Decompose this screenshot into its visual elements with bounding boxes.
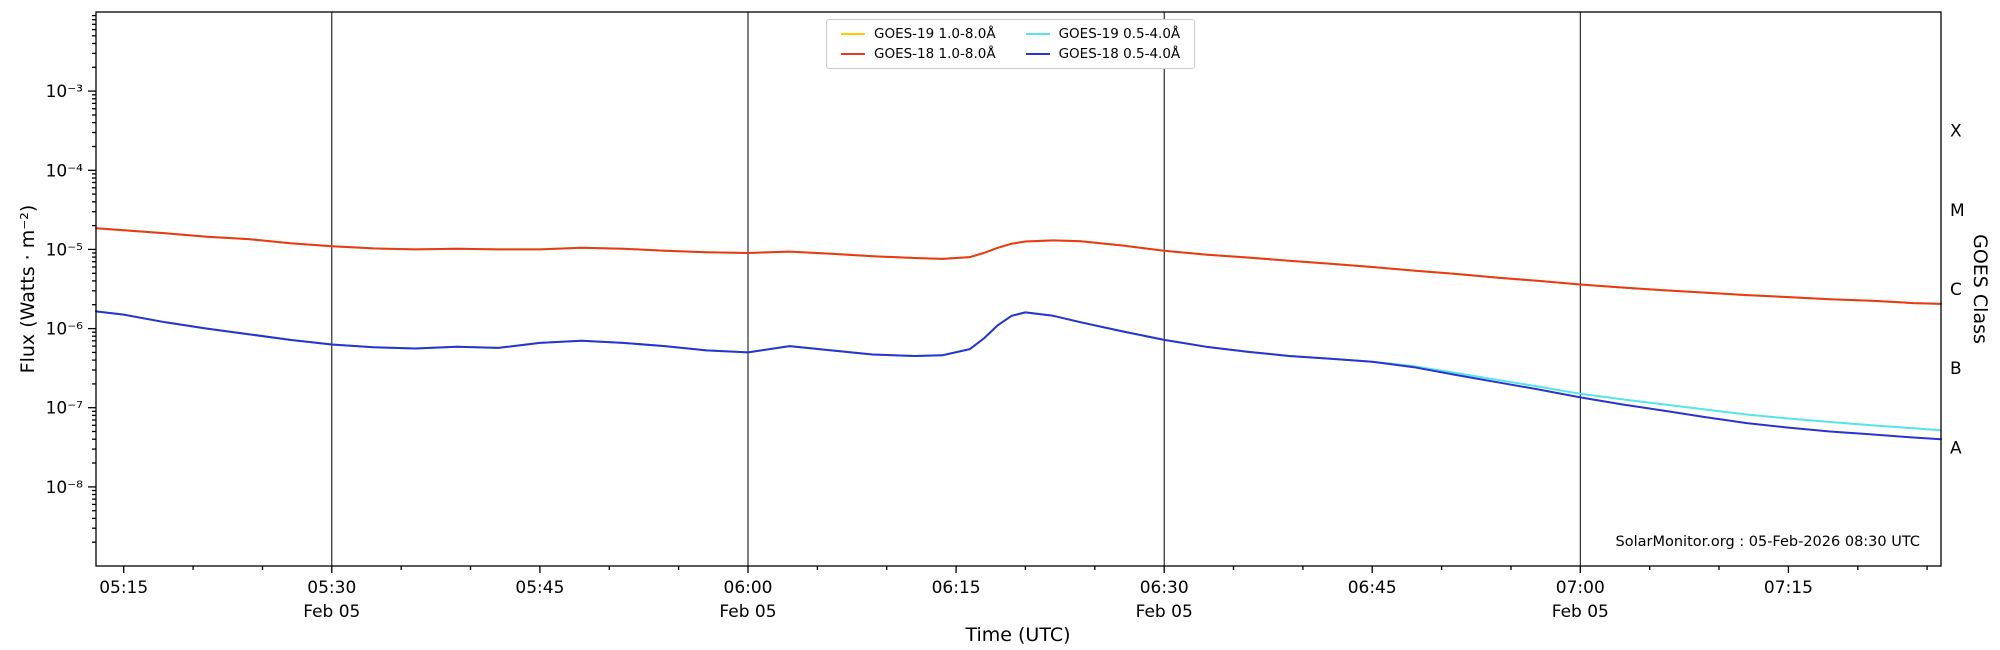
legend: GOES-19 1.0-8.0Å GOES-18 1.0-8.0Å GOES-1…	[826, 19, 1196, 69]
x-axis-label: Time (UTC)	[965, 624, 1071, 646]
x-tick-label: 06:45	[1348, 578, 1397, 598]
series-line-goes-19-0-5-4-0	[95, 310, 1942, 432]
plot-border	[95, 11, 1942, 567]
legend-swatch-goes19-short	[1025, 33, 1050, 35]
y-tick-label: 10⁻⁸	[46, 478, 84, 498]
x-tick-sublabel: Feb 05	[1552, 602, 1609, 622]
legend-label: GOES-19 0.5-4.0Å	[1058, 26, 1181, 42]
goes-class-label: C	[1950, 280, 1962, 300]
legend-swatch-goes18-long	[841, 53, 865, 55]
axis-ticks	[88, 14, 1928, 573]
legend-label: GOES-18 0.5-4.0Å	[1058, 46, 1181, 62]
x-tick-label: 06:00	[724, 578, 773, 598]
legend-item-goes19-short: GOES-19 0.5-4.0Å	[1025, 26, 1181, 42]
x-tick-label: 05:30	[307, 578, 356, 598]
x-tick-label: 06:15	[932, 578, 981, 598]
series-lines	[95, 227, 1942, 441]
legend-item-goes19-long: GOES-19 1.0-8.0Å	[841, 26, 996, 42]
gridlines	[331, 12, 1581, 566]
legend-item-goes18-short: GOES-18 0.5-4.0Å	[1025, 46, 1181, 62]
legend-swatch-goes18-short	[1025, 53, 1050, 55]
x-tick-sublabel: Feb 05	[719, 602, 776, 622]
series-line-goes-18-0-5-4-0	[95, 310, 1942, 441]
y-axis-label: Flux (Watts · m⁻²)	[17, 204, 39, 374]
y-tick-label: 10⁻³	[46, 82, 83, 102]
source-annotation: SolarMonitor.org : 05-Feb-2026 08:30 UTC	[1615, 534, 1920, 550]
series-line-goes-19-1-0-8-0	[95, 227, 1942, 305]
y-tick-label: 10⁻⁷	[46, 399, 84, 419]
x-tick-label: 05:45	[515, 578, 564, 598]
x-tick-label: 07:15	[1764, 578, 1813, 598]
right-axis-label: GOES Class	[1969, 234, 1991, 344]
x-tick-sublabel: Feb 05	[303, 602, 360, 622]
goes-class-label: M	[1950, 201, 1965, 221]
legend-label: GOES-18 1.0-8.0Å	[874, 46, 996, 62]
goes-class-label: X	[1950, 122, 1962, 142]
series-line-goes-18-1-0-8-0	[95, 227, 1942, 305]
legend-item-goes18-long: GOES-18 1.0-8.0Å	[841, 46, 996, 62]
x-tick-sublabel: Feb 05	[1136, 602, 1193, 622]
x-tick-label: 05:15	[99, 578, 148, 598]
y-tick-label: 10⁻⁴	[46, 161, 84, 181]
y-tick-label: 10⁻⁵	[46, 240, 83, 260]
goes-class-label: B	[1950, 359, 1962, 379]
x-tick-label: 07:00	[1556, 578, 1605, 598]
legend-label: GOES-19 1.0-8.0Å	[874, 26, 996, 42]
axis-tick-labels: 05:15 05:30 Feb 05 05:45 06:00 Feb 05 06:15 06:…	[46, 82, 1965, 622]
x-tick-label: 06:30	[1140, 578, 1189, 598]
y-tick-label: 10⁻⁶	[46, 320, 84, 340]
goes-class-label: A	[1950, 438, 1962, 458]
legend-swatch-goes19-long	[841, 33, 865, 35]
